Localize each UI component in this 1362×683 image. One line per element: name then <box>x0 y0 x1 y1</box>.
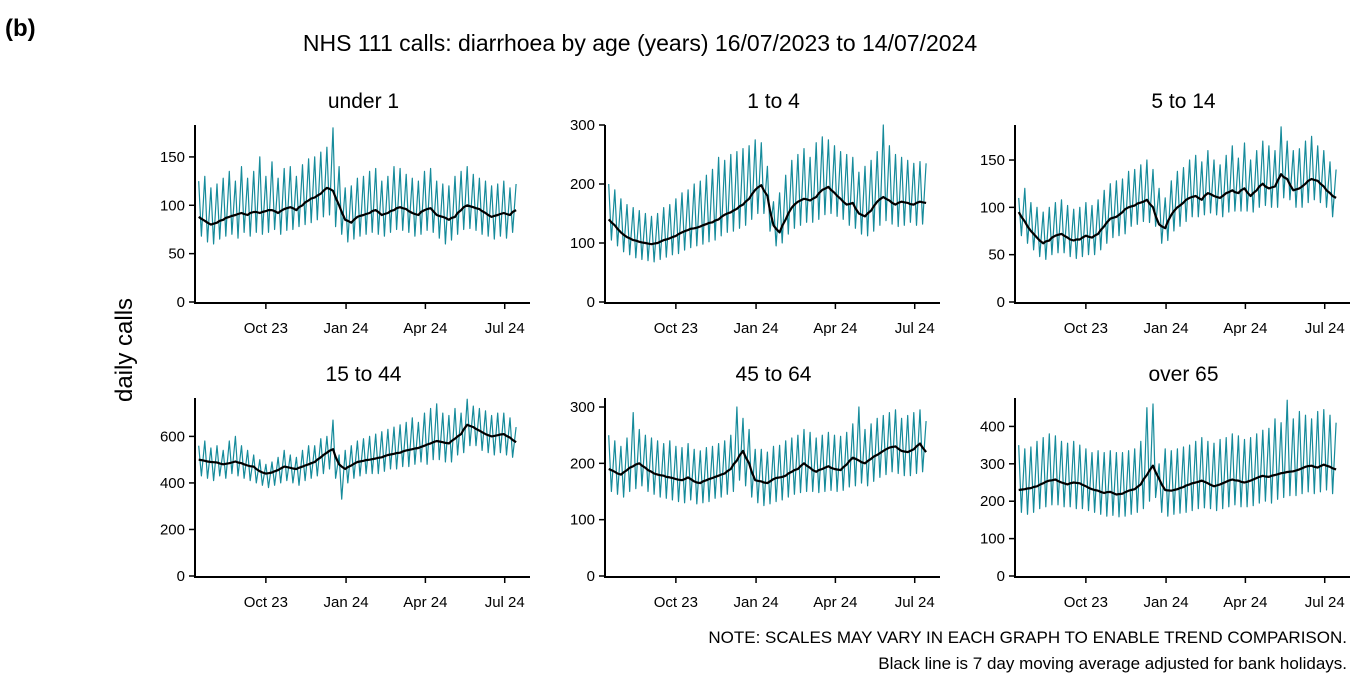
figure-label: (b) <box>5 15 36 42</box>
x-tick-label: Apr 24 <box>813 320 857 337</box>
y-tick-label: 400 <box>160 475 185 492</box>
y-tick-label: 50 <box>168 246 185 263</box>
x-tick-label: Apr 24 <box>1223 594 1267 611</box>
note: Black line is 7 day moving average adjus… <box>878 654 1347 673</box>
y-tick-label: 200 <box>570 176 595 193</box>
y-tick-label: 0 <box>177 568 185 585</box>
series-line <box>198 423 517 475</box>
series-line <box>1017 173 1337 245</box>
x-tick-label: Oct 23 <box>244 594 288 611</box>
y-axis-label: daily calls <box>111 298 138 402</box>
y-tick-label: 0 <box>997 568 1005 585</box>
y-tick-label: 600 <box>160 428 185 445</box>
x-tick-label: Oct 23 <box>654 594 698 611</box>
panel-title: 45 to 64 <box>736 363 812 386</box>
series-line <box>608 406 927 507</box>
x-tick-label: Jan 24 <box>734 594 779 611</box>
series-line <box>198 398 517 500</box>
x-tick-label: Oct 23 <box>244 320 288 337</box>
y-tick-label: 400 <box>980 418 1005 435</box>
y-tick-label: 200 <box>980 493 1005 510</box>
series-line <box>1018 126 1337 260</box>
chart-title: NHS 111 calls: diarrhoea by age (years) … <box>303 30 977 56</box>
series-line <box>607 184 927 246</box>
x-tick-label: Apr 24 <box>403 594 447 611</box>
x-tick-label: Jul 24 <box>485 320 525 337</box>
y-tick-label: 0 <box>587 294 595 311</box>
x-tick-label: Jan 24 <box>324 320 369 337</box>
note: NOTE: SCALES MAY VARY IN EACH GRAPH TO E… <box>708 628 1347 647</box>
y-tick-label: 50 <box>988 247 1005 264</box>
x-tick-label: Oct 23 <box>1064 320 1108 337</box>
x-tick-label: Jan 24 <box>734 320 779 337</box>
y-tick-label: 100 <box>980 531 1005 548</box>
x-tick-label: Jan 24 <box>1144 320 1189 337</box>
panel-title: under 1 <box>328 90 399 113</box>
series-line <box>608 124 927 263</box>
y-tick-label: 200 <box>570 455 595 472</box>
x-tick-label: Apr 24 <box>1223 320 1267 337</box>
panel-title: 5 to 14 <box>1151 90 1216 113</box>
y-tick-label: 300 <box>980 456 1005 473</box>
series-line <box>608 442 927 485</box>
y-tick-label: 100 <box>570 512 595 529</box>
y-tick-label: 100 <box>980 199 1005 216</box>
y-tick-label: 0 <box>997 294 1005 311</box>
x-tick-label: Apr 24 <box>813 594 857 611</box>
y-tick-label: 100 <box>570 235 595 252</box>
series-line <box>1018 399 1337 518</box>
x-tick-label: Oct 23 <box>1064 594 1108 611</box>
y-tick-label: 0 <box>177 294 185 311</box>
y-tick-label: 200 <box>160 521 185 538</box>
x-tick-label: Oct 23 <box>654 320 698 337</box>
panel-title: 15 to 44 <box>326 363 402 386</box>
y-tick-label: 100 <box>160 197 185 214</box>
x-tick-label: Jan 24 <box>1144 594 1189 611</box>
x-tick-label: Jul 24 <box>485 594 525 611</box>
y-tick-label: 0 <box>587 568 595 585</box>
panel-title: 1 to 4 <box>747 90 800 113</box>
x-tick-label: Jan 24 <box>324 594 369 611</box>
y-tick-label: 150 <box>980 152 1005 169</box>
x-tick-label: Jul 24 <box>1305 594 1345 611</box>
y-tick-label: 300 <box>570 399 595 416</box>
series-line <box>198 127 517 245</box>
y-tick-label: 300 <box>570 117 595 134</box>
x-tick-label: Apr 24 <box>403 320 447 337</box>
panel-title: over 65 <box>1148 363 1218 386</box>
x-tick-label: Jul 24 <box>895 320 935 337</box>
series-line <box>198 186 517 226</box>
x-tick-label: Jul 24 <box>1305 320 1345 337</box>
x-tick-label: Jul 24 <box>895 594 935 611</box>
y-tick-label: 150 <box>160 149 185 166</box>
series-line <box>1018 463 1337 496</box>
